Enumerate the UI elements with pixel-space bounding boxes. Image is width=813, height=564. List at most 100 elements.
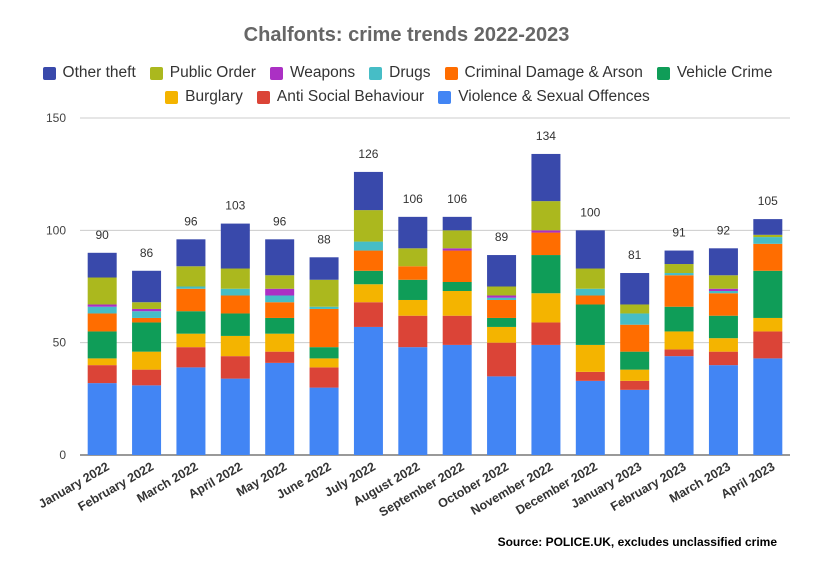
bar-total-label: 126 xyxy=(358,147,378,161)
bar-segment-burglary xyxy=(620,369,650,381)
legend-swatch xyxy=(256,90,270,104)
bar-segment-criminal-damage-and-arson xyxy=(753,243,783,271)
legend-item-public-order: Public Order xyxy=(149,64,256,82)
bar-segment-vehicle-crime xyxy=(753,270,783,318)
bar-segment-public-order xyxy=(132,302,162,309)
x-tick-label: February 2022 xyxy=(76,459,156,514)
bar-segment-anti-social-behaviour xyxy=(575,371,605,381)
legend-label: Criminal Damage & Arson xyxy=(464,64,643,81)
bar-segment-public-order xyxy=(398,248,428,267)
bar-segment-burglary xyxy=(708,338,738,352)
bar-segment-anti-social-behaviour xyxy=(753,331,783,359)
legend-swatch xyxy=(149,66,163,80)
bar-segment-drugs xyxy=(575,288,605,296)
bar-segment-public-order xyxy=(176,266,206,287)
legend-item-burglary: Burglary xyxy=(165,88,243,106)
bar-segment-drugs xyxy=(176,286,206,289)
legend-label: Public Order xyxy=(169,64,256,81)
bar-segment-other-theft xyxy=(176,239,206,267)
chart-legend: Other theft Public Order Weapons Drugs Crimi… xyxy=(20,64,795,106)
bar-segment-weapons xyxy=(87,304,117,307)
bar-segment-burglary xyxy=(220,335,250,357)
bar-segment-vehicle-crime xyxy=(87,331,117,359)
bar-segment-vehicle-crime xyxy=(442,282,472,291)
bar-segment-public-order xyxy=(265,275,295,289)
bar-segment-weapons xyxy=(487,295,517,298)
legend-swatch xyxy=(42,66,56,80)
bar-segment-burglary xyxy=(398,299,428,316)
legend-label: Violence & Sexual Offences xyxy=(458,88,650,105)
bar-segment-other-theft xyxy=(664,250,694,265)
bar-segment-other-theft xyxy=(220,223,250,269)
bar-segment-violence-and-sexual-offences xyxy=(664,356,694,455)
bar-segment-public-order xyxy=(575,268,605,289)
bar-segment-violence-and-sexual-offences xyxy=(487,376,517,455)
bar-segment-burglary xyxy=(265,333,295,352)
bar-segment-vehicle-crime xyxy=(575,304,605,345)
bar-total-label: 100 xyxy=(580,205,600,219)
bar-segment-criminal-damage-and-arson xyxy=(708,293,738,316)
bar-segment-anti-social-behaviour xyxy=(176,347,206,368)
legend-swatch xyxy=(165,90,179,104)
bar-segment-violence-and-sexual-offences xyxy=(309,387,339,455)
bar-segment-anti-social-behaviour xyxy=(398,315,428,348)
bar-segment-violence-and-sexual-offences xyxy=(220,378,250,455)
legend-item-criminal-damage-and-arson: Criminal Damage & Arson xyxy=(444,64,643,82)
legend-item-vehicle-crime: Vehicle Crime xyxy=(656,64,772,82)
bar-segment-public-order xyxy=(664,264,694,274)
bar-total-label: 86 xyxy=(140,246,154,260)
bar-segment-vehicle-crime xyxy=(220,313,250,336)
bar-segment-criminal-damage-and-arson xyxy=(620,324,650,352)
bar-segment-drugs xyxy=(353,241,383,251)
bar-segment-drugs xyxy=(487,297,517,300)
bar-segment-drugs xyxy=(265,295,295,303)
y-tick-label: 100 xyxy=(46,223,66,237)
bar-segment-other-theft xyxy=(442,216,472,231)
bar-segment-drugs xyxy=(708,290,738,294)
bar-segment-burglary xyxy=(132,351,162,370)
bar-segment-burglary xyxy=(487,326,517,343)
bar-segment-drugs xyxy=(620,313,650,325)
bar-segment-vehicle-crime xyxy=(487,317,517,327)
legend-swatch xyxy=(656,66,670,80)
bar-segment-other-theft xyxy=(87,252,117,278)
bar-total-label: 96 xyxy=(184,214,198,228)
bar-segment-violence-and-sexual-offences xyxy=(398,347,428,455)
bar-segment-anti-social-behaviour xyxy=(442,315,472,345)
bar-segment-violence-and-sexual-offences xyxy=(87,383,117,455)
bar-segment-weapons xyxy=(708,288,738,291)
bar-segment-anti-social-behaviour xyxy=(309,367,339,388)
bar-segment-anti-social-behaviour xyxy=(620,380,650,390)
bar-segment-burglary xyxy=(309,358,339,368)
legend-swatch xyxy=(369,66,383,80)
bar-segment-other-theft xyxy=(575,230,605,269)
bar-segment-drugs xyxy=(309,306,339,309)
bar-total-label: 90 xyxy=(96,228,110,242)
bar-segment-drugs xyxy=(220,288,250,296)
bar-segment-violence-and-sexual-offences xyxy=(442,344,472,455)
bar-segment-public-order xyxy=(708,275,738,289)
bar-segment-weapons xyxy=(265,288,295,296)
bar-segment-violence-and-sexual-offences xyxy=(132,385,162,455)
bar-total-label: 96 xyxy=(273,214,287,228)
bar-segment-violence-and-sexual-offences xyxy=(753,358,783,455)
bar-segment-weapons xyxy=(132,308,162,312)
bar-total-label: 103 xyxy=(225,199,245,213)
bar-segment-other-theft xyxy=(531,153,561,202)
bar-segment-anti-social-behaviour xyxy=(353,302,383,327)
bar-segment-public-order xyxy=(620,304,650,314)
bar-segment-criminal-damage-and-arson xyxy=(487,299,517,318)
bar-segment-anti-social-behaviour xyxy=(664,349,694,357)
legend-item-anti-social-behaviour: Anti Social Behaviour xyxy=(256,88,424,106)
bar-segment-violence-and-sexual-offences xyxy=(353,326,383,455)
bar-segment-burglary xyxy=(176,333,206,348)
bar-segment-anti-social-behaviour xyxy=(708,351,738,366)
bar-segment-criminal-damage-and-arson xyxy=(575,295,605,305)
bar-segment-other-theft xyxy=(132,270,162,303)
bar-total-label: 106 xyxy=(447,192,467,206)
bar-segment-violence-and-sexual-offences xyxy=(531,344,561,455)
bar-segment-other-theft xyxy=(487,255,517,287)
bar-total-label: 105 xyxy=(758,194,778,208)
legend-item-weapons: Weapons xyxy=(269,64,355,82)
bar-segment-public-order xyxy=(87,277,117,305)
